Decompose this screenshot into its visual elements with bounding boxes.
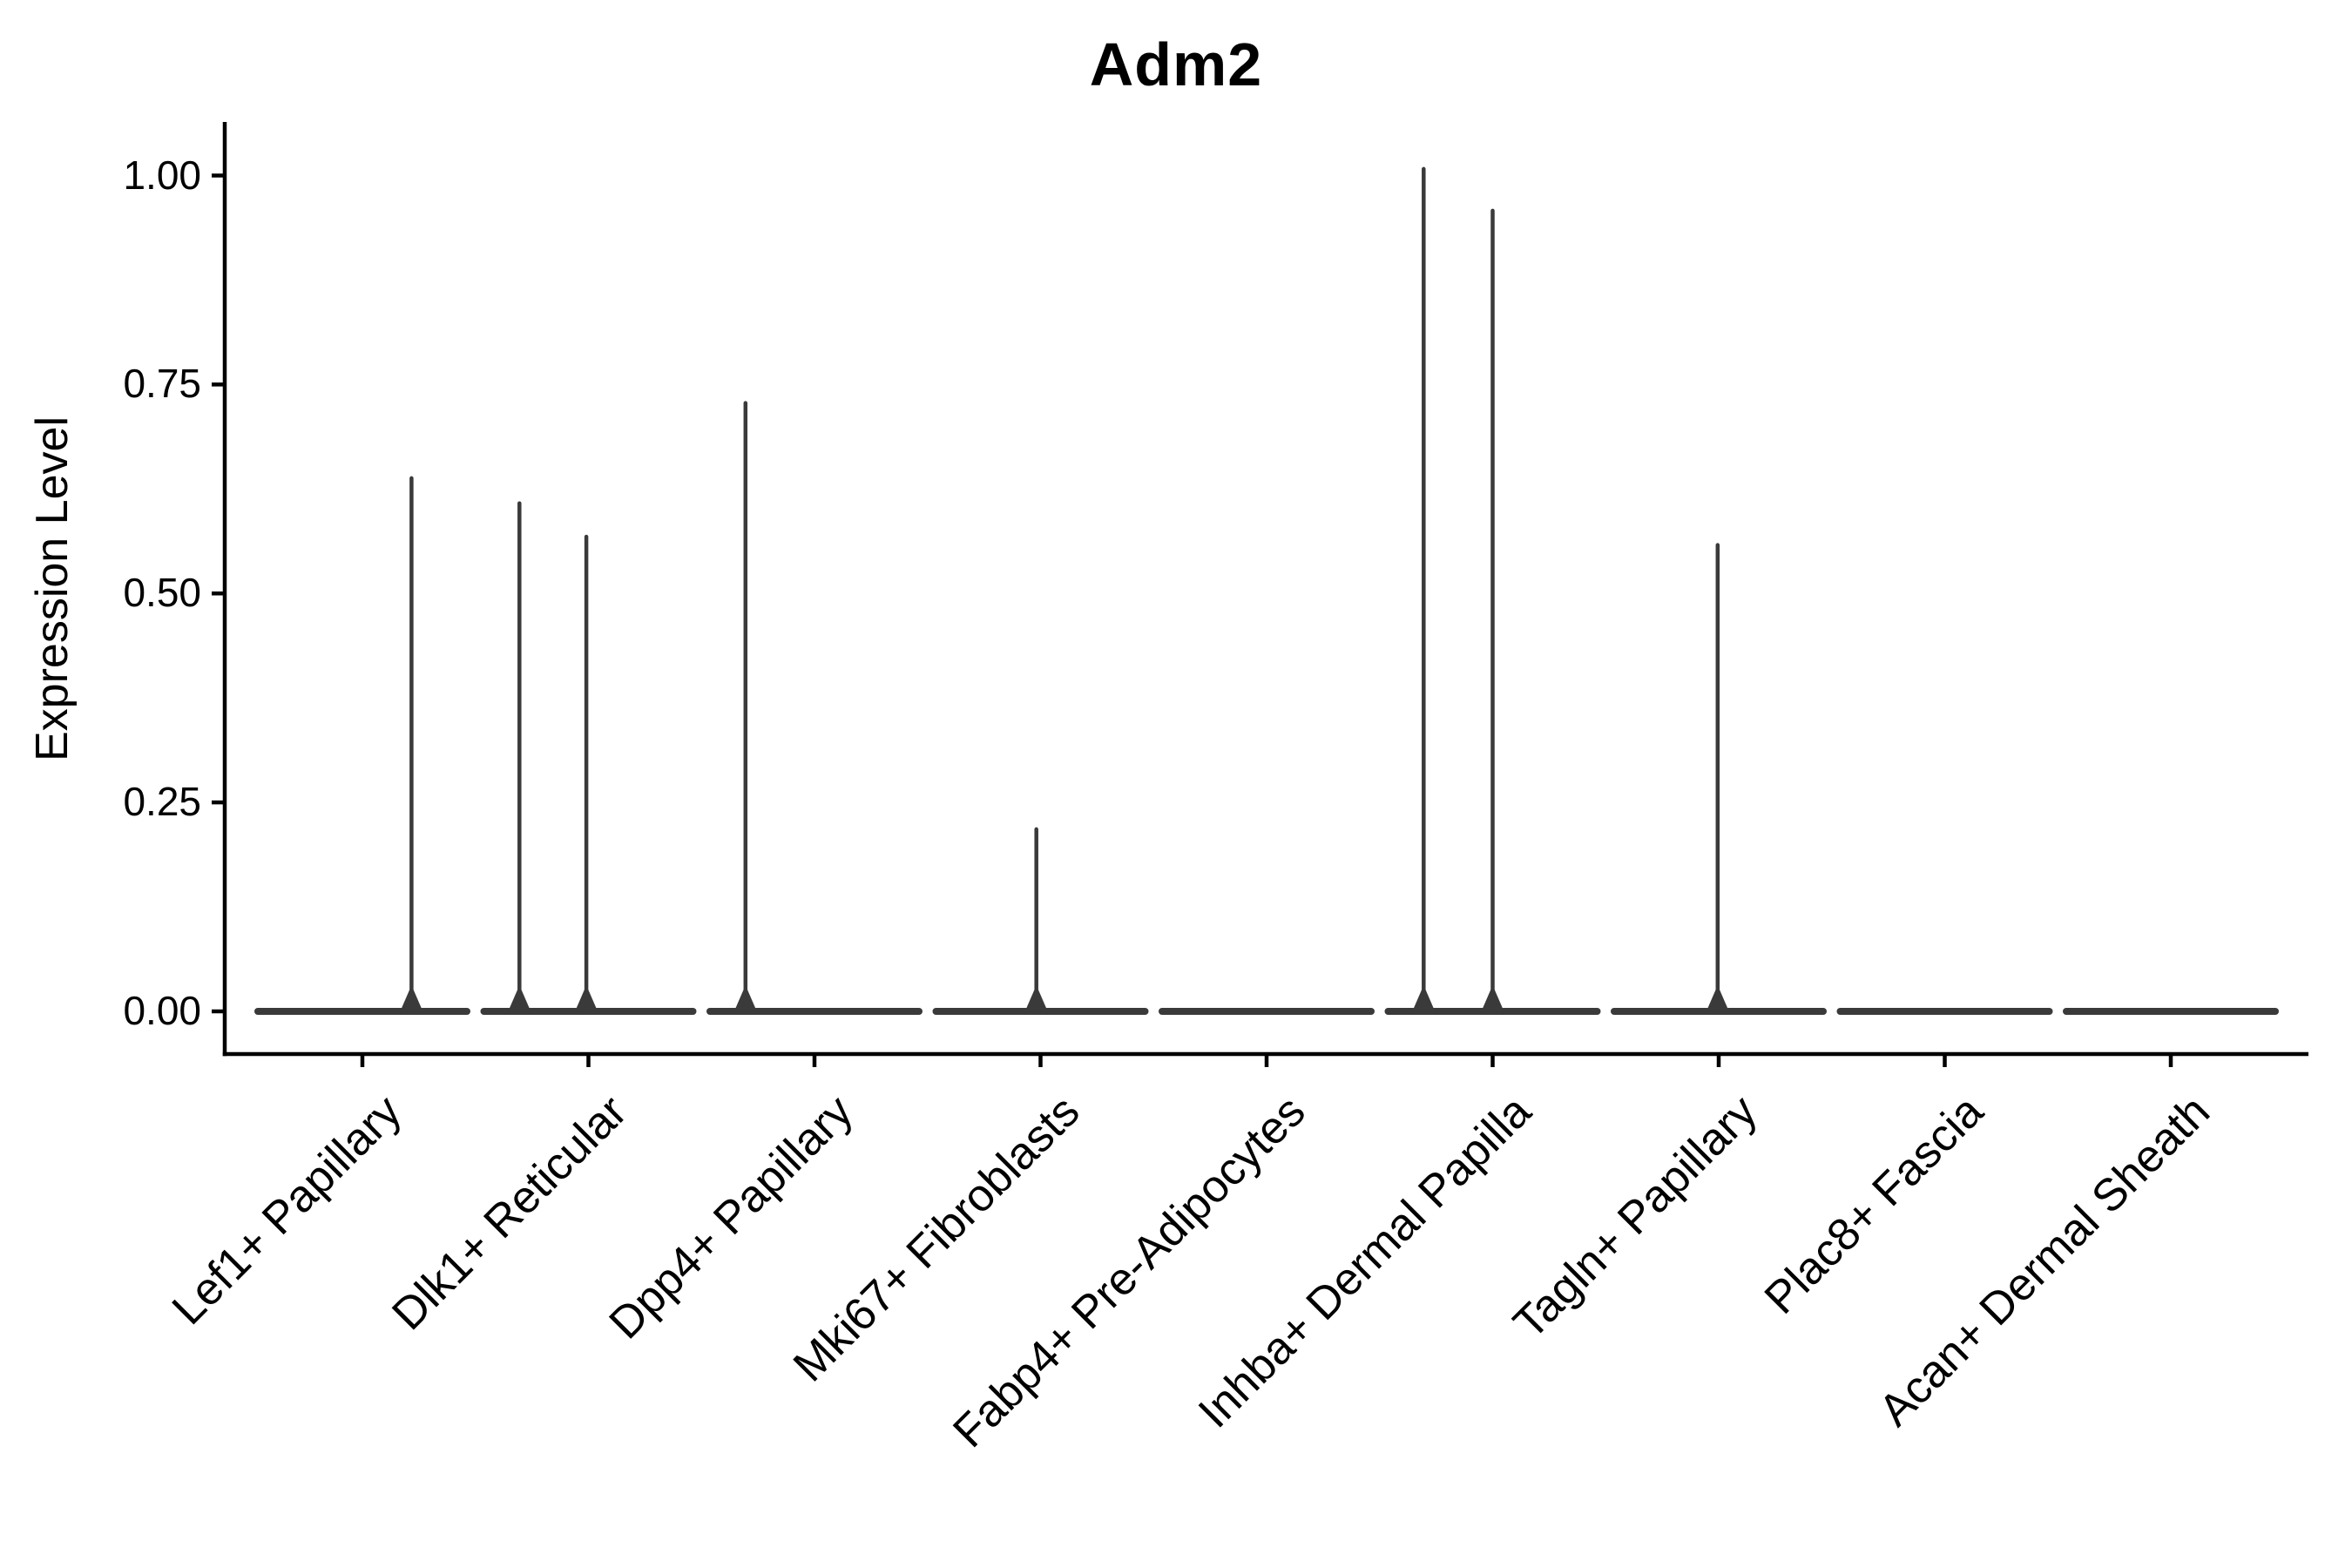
chart-title: Adm2	[1089, 30, 1263, 98]
y-tick-label: 1.00	[123, 152, 201, 198]
y-tick-label: 0.00	[123, 987, 201, 1033]
y-tick-label: 0.25	[123, 779, 201, 825]
y-tick-label: 0.50	[123, 570, 201, 616]
y-tick-label: 0.75	[123, 361, 201, 407]
